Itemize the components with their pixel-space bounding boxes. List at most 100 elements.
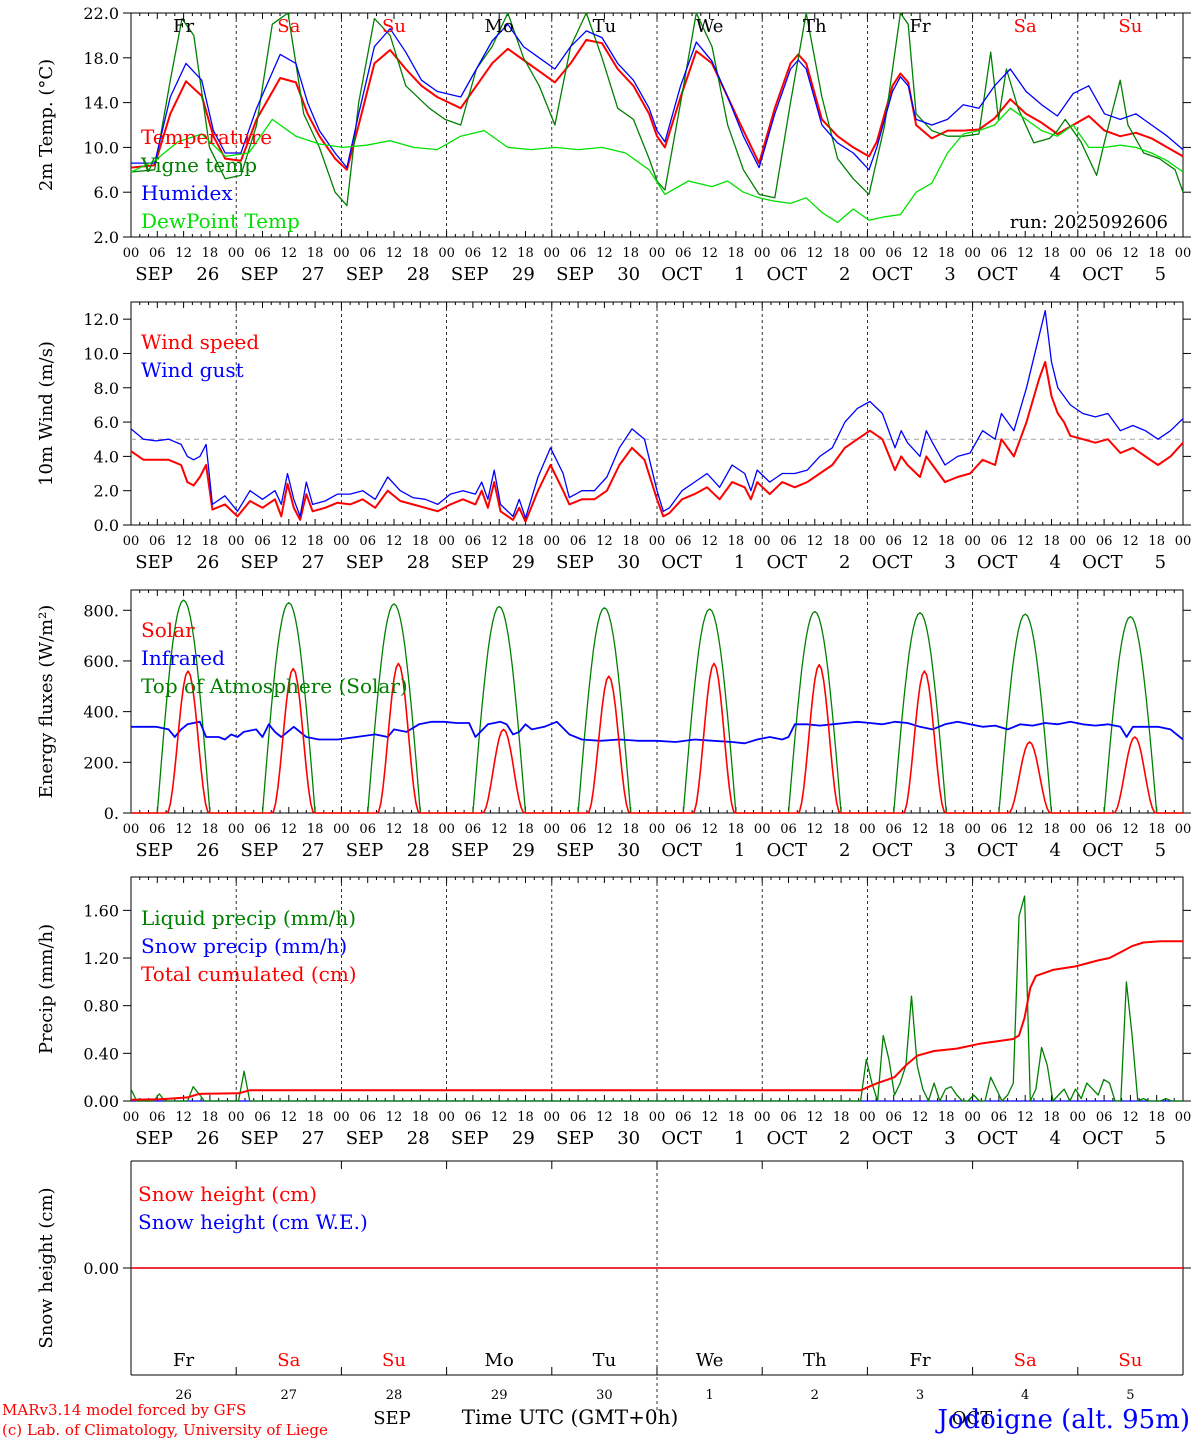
hour-label: 06 <box>254 246 271 261</box>
temperature-panel: 2.0 6.0 10.0 14.0 18.0 22.0 2m Temp. (°C) Tempe… <box>36 4 1191 285</box>
hour-label: 18 <box>1043 1110 1060 1125</box>
precip-panel: 0.00 0.40 0.80 1.20 1.60 Precip (mm/h) Liquid … <box>36 876 1191 1149</box>
month-label-sep: SEP <box>373 1408 411 1429</box>
date-month-label: SEP <box>556 552 594 573</box>
hour-label: 18 <box>412 534 429 549</box>
legend-entry: Temperature <box>141 125 272 149</box>
hour-label: 12 <box>912 246 929 261</box>
series-line-solar <box>131 662 1183 814</box>
date-day-label: 29 <box>512 264 535 285</box>
date-month-label: SEP <box>135 840 173 861</box>
date-month-label: OCT <box>977 552 1018 573</box>
hour-label: 00 <box>859 246 876 261</box>
date-day-label: 28 <box>407 1128 430 1149</box>
wind-panel: 0.0 2.0 4.0 6.0 8.0 10.0 12.0 10m Wind (m/s) Win… <box>36 301 1191 573</box>
weekday-label: Fr <box>909 16 930 37</box>
hour-label: 00 <box>333 534 350 549</box>
date-month-label: SEP <box>241 264 279 285</box>
hour-label: 06 <box>780 246 797 261</box>
hour-label: 06 <box>675 246 692 261</box>
weekday-label: We <box>696 16 724 37</box>
date-day-label: 3 <box>944 1128 955 1149</box>
date-month-label: OCT <box>661 552 702 573</box>
day-number-label: 4 <box>1021 1388 1029 1403</box>
hour-label: 00 <box>1070 822 1087 837</box>
date-day-label: 30 <box>617 264 640 285</box>
date-day-label: 2 <box>839 840 850 861</box>
hour-label: 06 <box>570 1110 587 1125</box>
date-month-label: OCT <box>872 264 913 285</box>
date-month-label: SEP <box>135 264 173 285</box>
series-line-infrared <box>131 720 1184 745</box>
weekday-label: Su <box>1118 1350 1142 1371</box>
hour-label: 18 <box>517 534 534 549</box>
hour-label: 06 <box>991 246 1008 261</box>
date-day-label: 4 <box>1049 552 1060 573</box>
hour-label: 00 <box>228 1110 245 1125</box>
hour-label: 12 <box>807 534 824 549</box>
hour-label: 18 <box>1148 822 1165 837</box>
hour-label: 00 <box>438 822 455 837</box>
date-month-label: SEP <box>346 264 384 285</box>
hour-label: 06 <box>149 822 166 837</box>
y-tick-label: 0.00 <box>83 1259 119 1278</box>
hour-label: 18 <box>412 822 429 837</box>
hour-label: 12 <box>175 246 192 261</box>
hour-label: 18 <box>1043 822 1060 837</box>
date-day-label: 5 <box>1155 552 1166 573</box>
date-month-label: SEP <box>451 840 489 861</box>
hour-label: 12 <box>1122 246 1139 261</box>
legend-entry: Snow precip (mm/h) <box>141 934 347 958</box>
hour-label: 12 <box>912 1110 929 1125</box>
weekday-label: Fr <box>173 1350 194 1371</box>
weekday-label: Sa <box>277 1350 300 1371</box>
hour-label: 00 <box>123 1110 140 1125</box>
weekday-label: Su <box>1118 16 1142 37</box>
date-day-label: 27 <box>302 840 325 861</box>
hour-label: 06 <box>1096 246 1113 261</box>
date-day-label: 4 <box>1049 1128 1060 1149</box>
legend-entry: DewPoint Temp <box>141 209 300 233</box>
hour-label: 06 <box>570 246 587 261</box>
hour-label: 12 <box>807 822 824 837</box>
hour-label: 12 <box>1122 534 1139 549</box>
hour-label: 06 <box>254 534 271 549</box>
date-month-label: OCT <box>661 840 702 861</box>
hour-label: 00 <box>123 822 140 837</box>
hour-label: 06 <box>675 1110 692 1125</box>
series-line-red <box>130 38 1184 171</box>
hour-label: 18 <box>1043 534 1060 549</box>
date-month-label: OCT <box>767 264 808 285</box>
hour-label: 12 <box>912 822 929 837</box>
y-axis-label: Energy fluxes (W/m²) <box>36 605 57 799</box>
y-axis-label: 10m Wind (m/s) <box>36 341 57 486</box>
y-tick-label: 0. <box>104 804 119 823</box>
footer: MARv3.14 model forced by GFS (c) Lab. of … <box>2 1401 1190 1439</box>
hour-label: 00 <box>754 1110 771 1125</box>
hour-label: 00 <box>228 246 245 261</box>
legend-entry: Humidex <box>141 181 233 205</box>
y-tick-label: 0.0 <box>94 516 119 535</box>
date-month-label: OCT <box>1082 1128 1123 1149</box>
hour-label: 00 <box>333 822 350 837</box>
y-axis-label: Snow height (cm) <box>36 1187 57 1348</box>
hour-label: 18 <box>938 246 955 261</box>
series-line-red <box>130 361 1184 523</box>
hour-label: 18 <box>622 1110 639 1125</box>
hour-label: 12 <box>701 534 718 549</box>
hour-label: 06 <box>465 534 482 549</box>
date-day-label: 3 <box>944 840 955 861</box>
date-day-label: 1 <box>734 840 745 861</box>
hour-label: 06 <box>570 822 587 837</box>
hour-label: 18 <box>517 246 534 261</box>
hour-label: 12 <box>1017 822 1034 837</box>
hour-label: 06 <box>780 1110 797 1125</box>
date-month-label: SEP <box>556 840 594 861</box>
hour-label: 12 <box>596 534 613 549</box>
hour-label: 06 <box>254 822 271 837</box>
hour-label: 12 <box>491 246 508 261</box>
date-day-label: 4 <box>1049 840 1060 861</box>
hour-label: 06 <box>1096 1110 1113 1125</box>
hour-label: 18 <box>1148 1110 1165 1125</box>
hour-label: 00 <box>754 822 771 837</box>
